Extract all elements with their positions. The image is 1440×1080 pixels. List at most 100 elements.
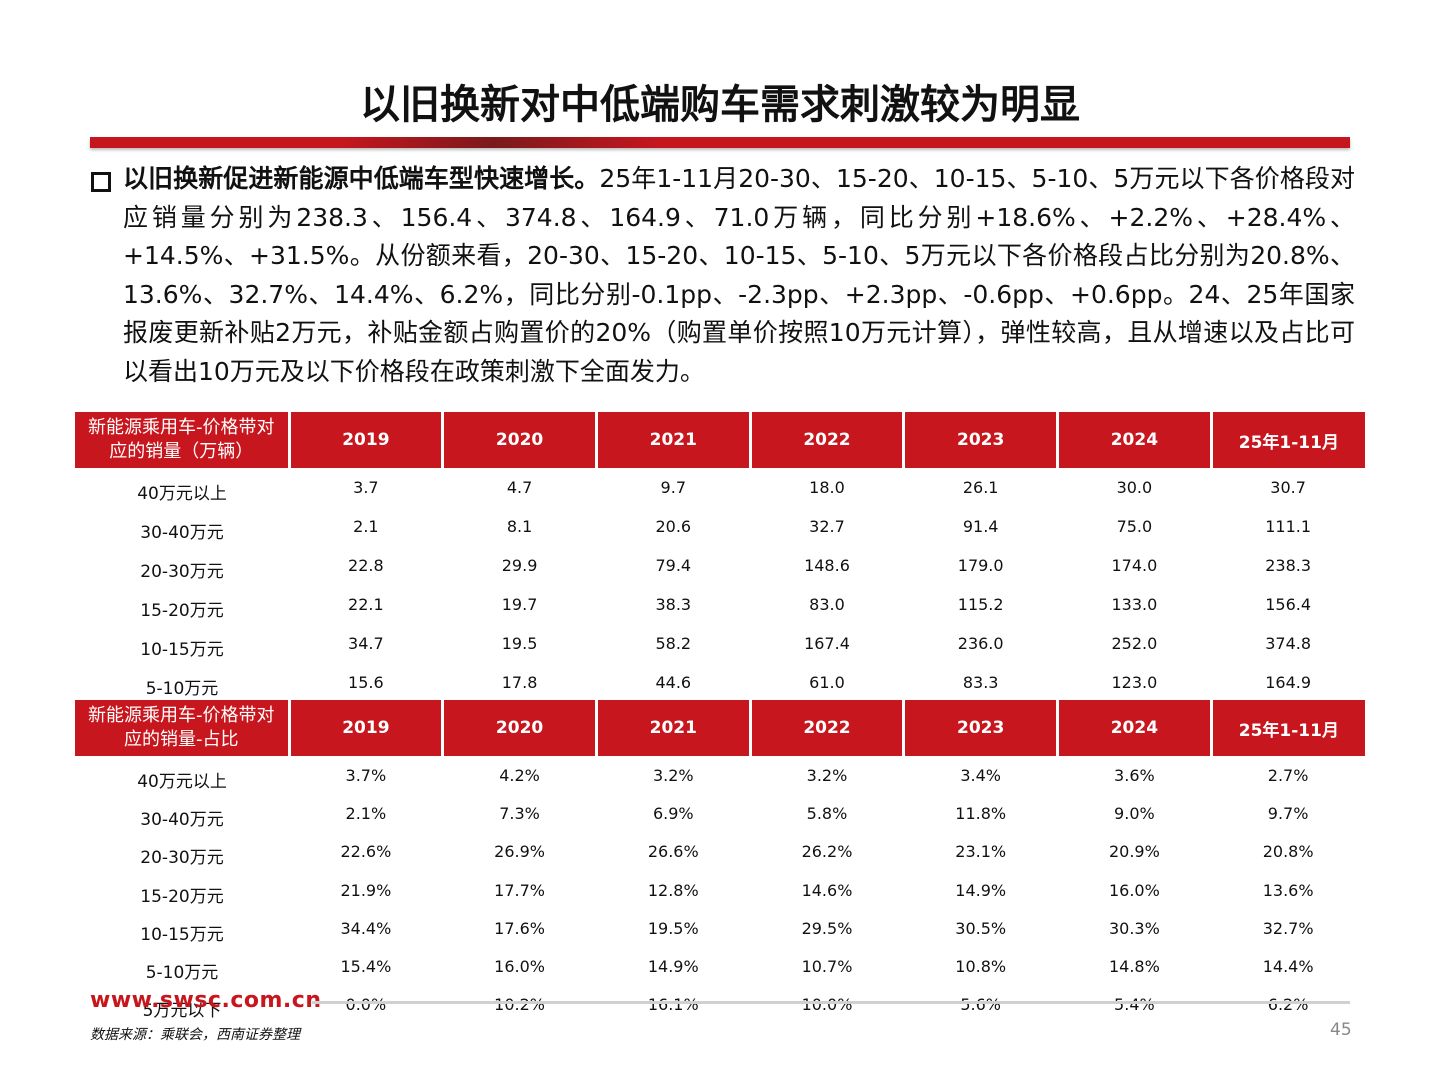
header-cell: 2022: [750, 412, 906, 468]
table-row: 40万元以上 3.7 4.7 9.7 18.0 26.1 30.0 30.7: [75, 468, 1365, 507]
table-cell: 26.6%: [647, 842, 699, 862]
row-label: 10-15万元: [140, 924, 224, 945]
table-cell: 16.1%: [647, 995, 699, 1015]
table-cell: 19.5: [501, 634, 538, 653]
table-cell: 10.2%: [494, 995, 545, 1015]
title-bar: [90, 137, 1350, 148]
table-cell: 123.0: [1111, 673, 1158, 692]
row-label: 20-30万元: [140, 562, 224, 582]
header-row: 新能源乘用车-价格带对应的销量（万辆） 2019 2020 2021 2022 2023 2…: [75, 412, 1365, 468]
table-cell: 3.2%: [806, 765, 848, 785]
table-cell: 26.9%: [494, 842, 545, 862]
table-cell: 30.0: [1116, 478, 1153, 497]
header-cell: 2020: [442, 700, 598, 756]
table-cell: 6.2%: [1267, 995, 1309, 1015]
table-cell: 13.6%: [1262, 880, 1314, 900]
table-cell: 38.3: [655, 595, 692, 614]
table-cell: 238.3: [1265, 556, 1312, 575]
table-cell: 12.8%: [647, 880, 699, 900]
header-cell: 25年1-11月: [1211, 412, 1365, 468]
table-cell: 16.0%: [1108, 880, 1160, 900]
table-cell: 23.1%: [955, 842, 1007, 862]
table-cell: 30.5%: [955, 918, 1007, 938]
table-cell: 18.0: [809, 478, 845, 497]
table-cell: 19.7: [501, 595, 538, 614]
table-cell: 9.0%: [1114, 803, 1155, 823]
table-cell: 61.0: [809, 673, 845, 692]
table-cell: 2.1%: [345, 803, 387, 823]
header-cell: 2020: [442, 412, 598, 468]
table-cell: 115.2: [957, 595, 1004, 614]
table-cell: 179.0: [957, 556, 1004, 575]
row-label: 40万元以上: [137, 771, 227, 792]
table-cell: 30.7: [1270, 478, 1306, 497]
table-cell: 79.4: [655, 556, 692, 575]
sales-table: 新能源乘用车-价格带对应的销量（万辆） 2019 2020 2021 2022 2023 2…: [75, 412, 1365, 741]
table-cell: 3.2%: [652, 765, 694, 785]
header-cell: 25年1-11月: [1211, 700, 1365, 756]
table-cell: 21.9%: [340, 880, 392, 900]
table-cell: 14.9%: [647, 957, 699, 977]
table-cell: 14.4%: [1262, 957, 1314, 977]
table-cell: 5.8%: [806, 803, 848, 823]
table-cell: 164.9: [1265, 673, 1312, 692]
table-cell: 22.1: [348, 595, 384, 614]
table-cell: 34.4%: [340, 918, 392, 938]
table-cell: 3.7%: [345, 765, 387, 785]
row-label: 30-40万元: [140, 523, 224, 543]
bullet-icon: [91, 172, 111, 192]
table-cell: 16.0%: [494, 957, 545, 977]
table-cell: 32.7%: [1262, 918, 1314, 938]
header-cell: 新能源乘用车-价格带对应的销量（万辆）: [75, 412, 291, 468]
table-cell: 111.1: [1265, 517, 1312, 536]
table-cell: 58.2: [655, 634, 692, 653]
table-cell: 7.3%: [499, 803, 540, 823]
table-cell: 4.7: [506, 478, 533, 497]
row-label: 5-10万元: [145, 679, 219, 699]
table-row: 5万元以下 0.0% 10.2% 16.1% 10.0% 5.6% 5.4% 6.2%: [75, 986, 1365, 1024]
table-row: 5-10万元 15.4% 16.0% 14.9% 10.7% 10.8% 14.8% 14.4…: [75, 947, 1365, 985]
table-cell: 3.6%: [1114, 765, 1155, 785]
table-cell: 10.0%: [801, 995, 853, 1015]
table-cell: 91.4: [962, 517, 999, 536]
table-cell: 6.9%: [652, 803, 694, 823]
header-cell: 2021: [596, 412, 752, 468]
table-cell: 83.3: [962, 673, 999, 692]
row-label: 5万元以下: [142, 1001, 222, 1022]
footer-url: www.swsc.com.cn: [90, 988, 322, 1013]
table-row: 5-10万元 15.6 17.8 44.6 61.0 83.3 123.0 164.9: [75, 663, 1365, 702]
row-label: 15-20万元: [140, 886, 224, 907]
header-cell: 2024: [1057, 700, 1213, 756]
row-label: 5-10万元: [145, 963, 219, 984]
table-cell: 15.6: [348, 673, 384, 692]
table-cell: 15.4%: [340, 957, 392, 977]
header-cell: 2023: [903, 412, 1060, 468]
table-cell: 236.0: [957, 634, 1004, 653]
header-cell: 新能源乘用车-价格带对应的销量-占比: [75, 700, 291, 756]
table-cell: 26.2%: [801, 842, 853, 862]
table-cell: 75.0: [1116, 517, 1153, 536]
table-cell: 14.6%: [801, 880, 853, 900]
table-cell: 44.6: [655, 673, 692, 692]
table-row: 10-15万元 34.4% 17.6% 19.5% 29.5% 30.5% 30.3% 32.…: [75, 909, 1365, 947]
table-cell: 133.0: [1111, 595, 1158, 614]
table-cell: 20.9%: [1108, 842, 1160, 862]
table-cell: 20.6: [655, 517, 692, 536]
table-cell: 8.1: [506, 517, 533, 536]
table-row: 30-40万元 2.1 8.1 20.6 32.7 91.4 75.0 111.1: [75, 507, 1365, 546]
table-cell: 9.7: [660, 478, 686, 497]
slide-title: 以旧换新对中低端购车需求刺激较为明显: [360, 82, 1080, 128]
table-cell: 4.2%: [499, 765, 540, 785]
table-row: 30-40万元 2.1% 7.3% 6.9% 5.8% 11.8% 9.0% 9.7%: [75, 794, 1365, 832]
table-cell: 29.5%: [801, 918, 853, 938]
table-cell: 3.4%: [960, 765, 1001, 785]
table-cell: 252.0: [1111, 634, 1158, 653]
table-cell: 5.4%: [1114, 995, 1155, 1015]
header-cell: 2019: [289, 412, 445, 468]
table-cell: 5.6%: [960, 995, 1001, 1015]
table-cell: 32.7: [809, 517, 845, 536]
header-cell: 2024: [1057, 412, 1213, 468]
table-row: 15-20万元 21.9% 17.7% 12.8% 14.6% 14.9% 16.0% 13.…: [75, 871, 1365, 909]
header-cell: 2019: [289, 700, 445, 756]
